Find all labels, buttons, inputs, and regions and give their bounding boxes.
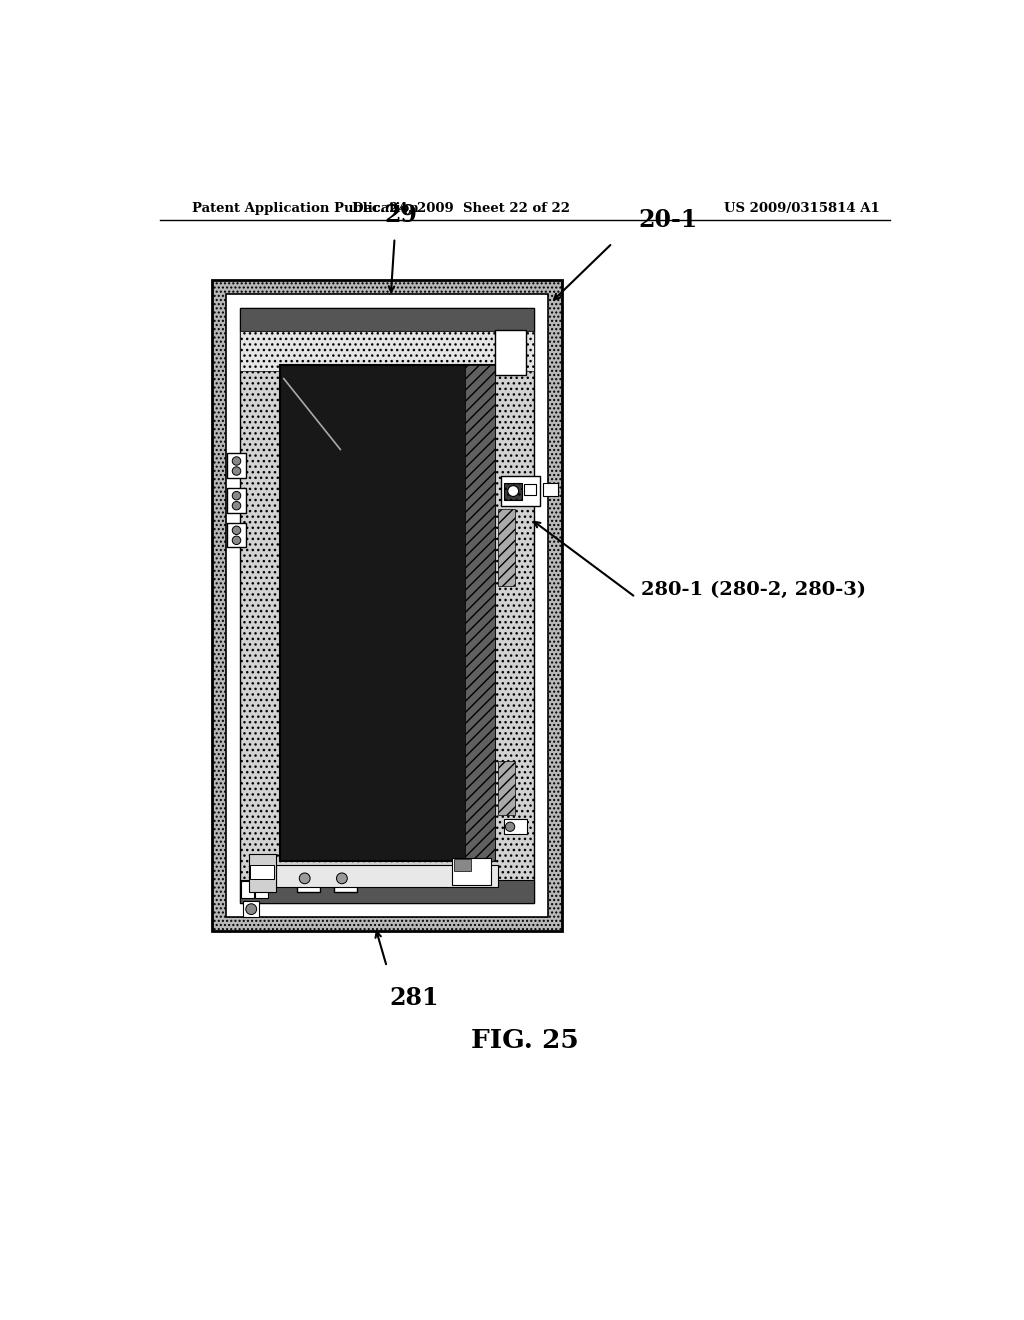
Circle shape bbox=[506, 822, 515, 832]
Bar bbox=[524, 484, 536, 495]
Bar bbox=[297, 869, 321, 892]
Circle shape bbox=[337, 873, 347, 884]
Text: 29: 29 bbox=[384, 202, 418, 227]
Bar bbox=[498, 762, 515, 816]
Bar bbox=[498, 508, 515, 586]
Text: 281: 281 bbox=[389, 986, 438, 1010]
Bar bbox=[495, 330, 525, 375]
Bar bbox=[543, 483, 558, 496]
Text: 20-1: 20-1 bbox=[638, 209, 697, 232]
Bar bbox=[465, 364, 495, 862]
Circle shape bbox=[232, 457, 241, 465]
Bar bbox=[212, 280, 562, 931]
Circle shape bbox=[232, 502, 241, 510]
Bar bbox=[240, 880, 535, 903]
Text: Dec. 24, 2009  Sheet 22 of 22: Dec. 24, 2009 Sheet 22 of 22 bbox=[352, 202, 570, 215]
Text: FIG. 25: FIG. 25 bbox=[471, 1027, 579, 1052]
Bar bbox=[280, 364, 495, 862]
Bar bbox=[504, 483, 522, 499]
Bar bbox=[240, 308, 535, 331]
Circle shape bbox=[232, 467, 241, 475]
Text: 280-1 (280-2, 280-3): 280-1 (280-2, 280-3) bbox=[641, 581, 866, 598]
Circle shape bbox=[232, 536, 241, 545]
Bar bbox=[501, 477, 540, 506]
Circle shape bbox=[232, 527, 241, 535]
Bar bbox=[241, 882, 254, 899]
Circle shape bbox=[299, 873, 310, 884]
Bar bbox=[276, 866, 499, 887]
Circle shape bbox=[232, 491, 241, 500]
Bar bbox=[227, 453, 246, 478]
Bar bbox=[280, 364, 495, 862]
Text: Patent Application Publication: Patent Application Publication bbox=[191, 202, 418, 215]
Bar bbox=[244, 902, 259, 917]
Bar bbox=[251, 866, 273, 879]
Text: US 2009/0315814 A1: US 2009/0315814 A1 bbox=[724, 202, 880, 215]
Bar bbox=[227, 488, 246, 512]
Bar bbox=[240, 331, 535, 371]
Circle shape bbox=[508, 486, 518, 496]
Bar bbox=[255, 882, 267, 899]
Bar bbox=[334, 869, 357, 892]
Bar bbox=[504, 818, 527, 834]
Circle shape bbox=[246, 904, 257, 915]
Bar bbox=[452, 858, 490, 884]
Bar bbox=[227, 523, 246, 548]
Bar bbox=[249, 854, 276, 892]
Bar bbox=[240, 308, 535, 903]
Bar bbox=[225, 294, 548, 917]
Bar bbox=[454, 859, 471, 871]
